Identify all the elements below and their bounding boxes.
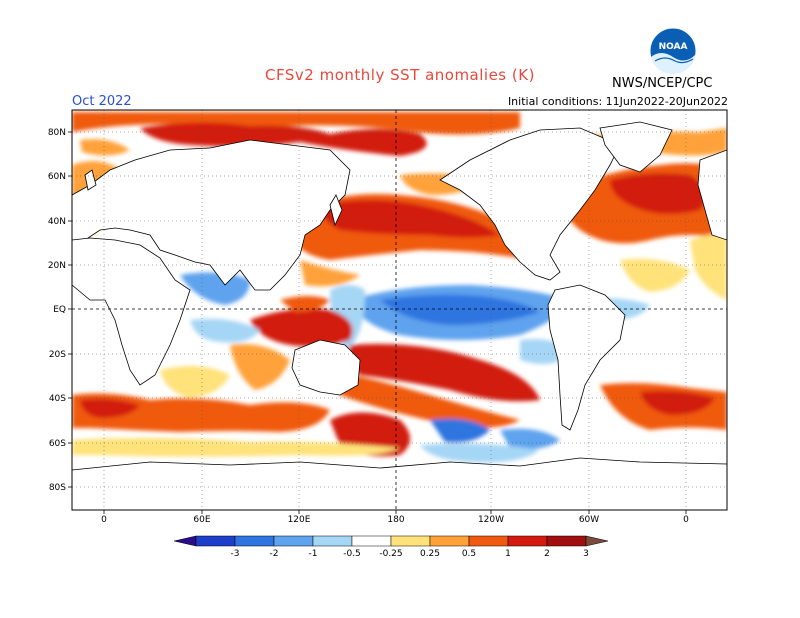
colorbar-label: 0.5	[462, 549, 476, 559]
lat-axis: 80N 60N 40N 20N EQ 20S 40S 60S 80S	[48, 128, 72, 493]
lon-label: 120W	[478, 515, 504, 525]
colorbar-segment	[195, 535, 236, 547]
lon-label: 180	[387, 515, 404, 525]
lon-label: 60E	[193, 515, 210, 525]
colorbar-label: -1	[309, 549, 318, 559]
colorbar-segment	[468, 535, 509, 547]
colorbar-segment	[273, 535, 314, 547]
continents	[72, 121, 727, 510]
colorbar-segment	[390, 535, 431, 547]
lon-label: 120E	[288, 515, 311, 525]
forecast-month: Oct 2022	[72, 94, 132, 109]
colorbar-segment	[312, 535, 353, 547]
colorbar-label: -3	[231, 549, 240, 559]
lat-label: 40S	[49, 394, 66, 404]
lon-label: 60W	[579, 515, 599, 525]
lat-label: 80N	[48, 128, 66, 138]
colorbar-label: -0.25	[379, 549, 402, 559]
agency-label: NWS/NCEP/CPC	[612, 76, 713, 91]
gridlines	[72, 110, 727, 510]
colorbar-label: 3	[583, 549, 589, 559]
colorbar-segment	[546, 535, 587, 547]
lat-label: 20N	[48, 261, 66, 271]
reference-lines	[72, 110, 727, 510]
noaa-logo: NOAA	[649, 27, 697, 75]
lat-label: 40N	[48, 217, 66, 227]
map-title: CFSv2 monthly SST anomalies (K)	[265, 66, 535, 84]
plot-frame	[71, 109, 728, 511]
lat-label: EQ	[53, 305, 66, 315]
lat-label: 80S	[49, 483, 66, 493]
lon-label: 0	[683, 515, 689, 525]
initial-conditions: Initial conditions: 11Jun2022-20Jun2022	[507, 95, 728, 108]
colorbar: -3 -2 -1 -0.5 -0.25 0.25 0.5 1 2 3	[173, 535, 609, 559]
colorbar-arrow-high	[585, 535, 609, 547]
lat-label: 60N	[48, 172, 66, 182]
colorbar-segment	[234, 535, 275, 547]
colorbar-arrow-low	[173, 535, 197, 547]
logo-text: NOAA	[659, 42, 688, 52]
colorbar-segment	[351, 535, 392, 547]
colorbar-label: -2	[270, 549, 279, 559]
colorbar-segment	[429, 535, 470, 547]
lon-axis: 0 60E 120E 180 120W 60W 0	[101, 510, 689, 525]
anomaly-field	[72, 110, 727, 510]
colorbar-label: 0.25	[420, 549, 440, 559]
lat-label: 20S	[49, 350, 66, 360]
colorbar-segment	[507, 535, 548, 547]
colorbar-label: -0.5	[343, 549, 361, 559]
colorbar-label: 2	[544, 549, 550, 559]
lon-label: 0	[101, 515, 107, 525]
lat-label: 60S	[49, 439, 66, 449]
colorbar-label: 1	[505, 549, 511, 559]
